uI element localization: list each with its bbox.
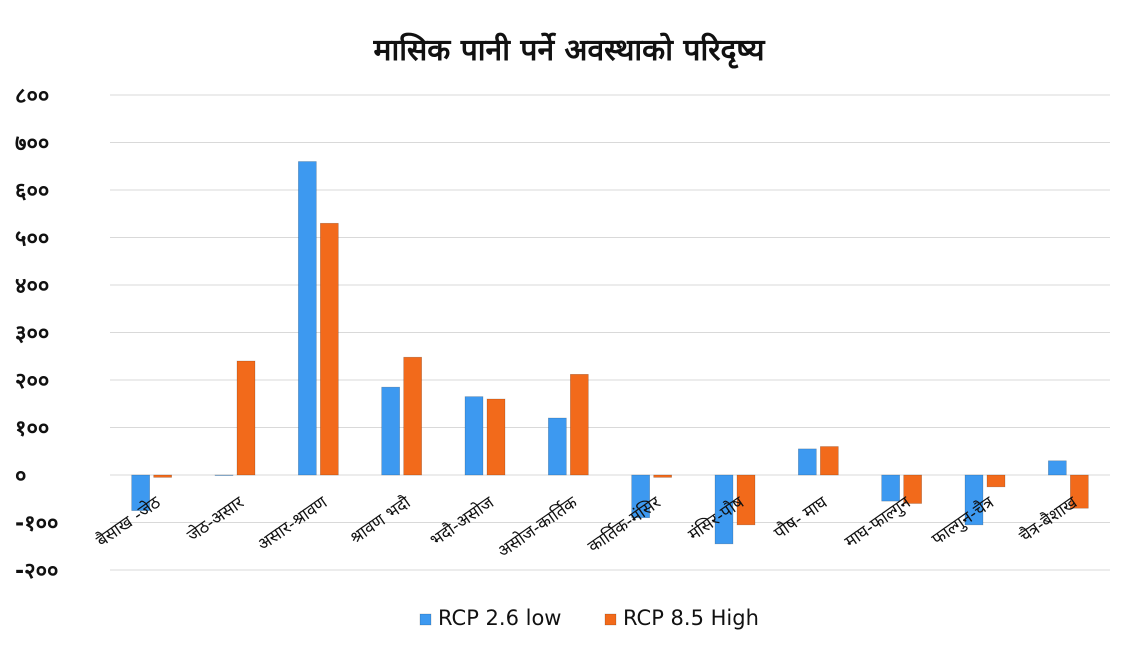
x-tick-label: असोज-कार्तिक (494, 491, 582, 562)
x-tick-label: जेठ-असार (183, 491, 249, 546)
bar-rcp26 (714, 474, 734, 545)
bar-rcp85 (736, 474, 756, 526)
bar-rcp26 (381, 386, 400, 476)
bar-rcp85 (820, 446, 839, 476)
legend-label: RCP 2.6 low (438, 606, 561, 630)
bar-rcp85 (1070, 474, 1089, 509)
bar-rcp26 (464, 396, 484, 476)
legend: RCP 2.6 low RCP 8.5 High (419, 606, 759, 630)
x-tick-label: असार-श्रावण (254, 492, 332, 555)
bar-rcp85 (903, 474, 922, 504)
y-tick-label: ० (15, 464, 26, 489)
bar-rcp26 (298, 161, 317, 476)
legend-swatch (604, 613, 617, 626)
y-tick-label: ५०० (15, 227, 49, 252)
y-axis-ticks: -२०० -१०० ० १०० २०० ३०० ४०० ५०० ६०० ७०० ८०० (15, 84, 58, 584)
y-tick-label: -१०० (15, 512, 58, 537)
y-tick-label: ४०० (15, 274, 49, 299)
y-tick-label: ३०० (15, 322, 49, 347)
bar-rcp26 (964, 474, 984, 526)
bar-rcp85 (403, 356, 422, 476)
bar-rcp85 (653, 474, 672, 478)
bar-rcp85 (986, 474, 1006, 488)
x-axis-ticks: बैसाख -जेठ जेठ-असार असार-श्रावण श्रावण भदौ भ… (92, 491, 1082, 562)
y-tick-label: ८०० (15, 84, 49, 109)
bar-rcp26 (881, 474, 900, 502)
legend-label: RCP 8.5 High (623, 606, 759, 630)
bar-rcp85 (236, 360, 256, 476)
y-tick-label: ७०० (15, 132, 49, 157)
bar-rcp85 (320, 222, 339, 476)
x-tick-label: बैसाख -जेठ (92, 491, 165, 551)
x-tick-label: भदौ-असोज (426, 492, 498, 551)
bar-rcp26 (548, 417, 567, 476)
gridlines (110, 94, 1110, 571)
x-tick-label: श्रावण भदौ (346, 492, 415, 549)
bar-rcp26 (131, 474, 150, 511)
x-tick-label: चैत्र-बैशाख (1015, 491, 1082, 547)
bar-rcp26 (214, 474, 234, 476)
bar-rcp26 (1048, 460, 1067, 476)
bar-rcp26 (798, 448, 817, 476)
x-tick-label: पौष- माघ (770, 491, 832, 543)
bar-rcp85 (486, 398, 506, 476)
x-tick-label: फाल्गुन-चैत्र (928, 492, 999, 550)
bars (131, 161, 1089, 545)
bar-rcp85 (570, 373, 589, 476)
bar-rcp26 (631, 474, 650, 519)
y-tick-label: ६०० (15, 179, 49, 204)
bar-rcp85 (153, 474, 172, 478)
y-tick-label: २०० (15, 369, 49, 394)
y-tick-label: -२०० (15, 559, 58, 584)
chart-title: मासिक पानी पर्ने अवस्थाको परिदृष्य (373, 33, 765, 68)
legend-swatch (419, 613, 432, 626)
y-tick-label: १०० (15, 417, 49, 442)
x-tick-label: कार्तिक-मंसिर (584, 491, 666, 557)
